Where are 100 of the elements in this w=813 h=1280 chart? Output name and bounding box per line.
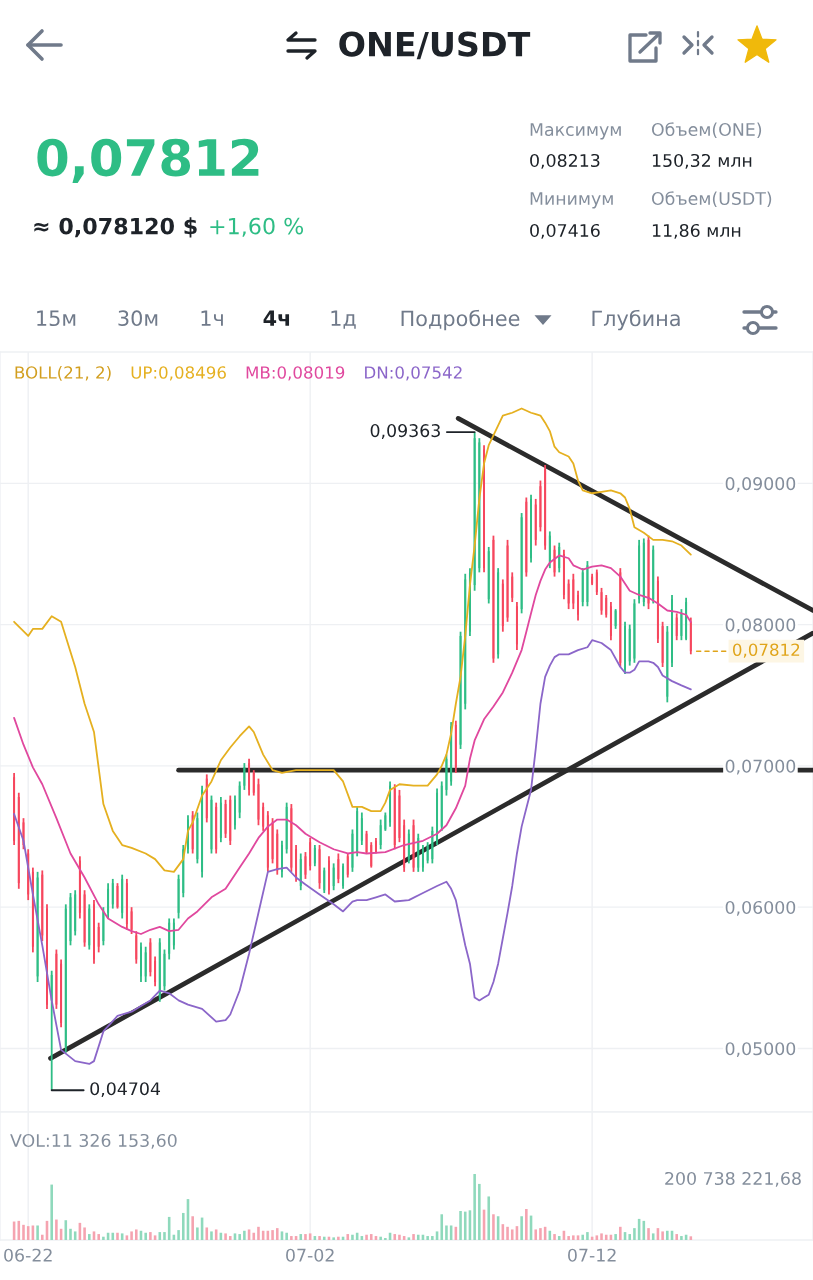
candlestick — [497, 567, 500, 660]
bar — [130, 1231, 133, 1240]
candlestick — [351, 828, 354, 873]
bar — [675, 1234, 679, 1240]
candlestick — [140, 941, 142, 983]
bar — [604, 1234, 608, 1240]
candlestick — [229, 794, 232, 846]
text: MB:0,08019 — [246, 366, 345, 381]
candlestick — [638, 538, 641, 605]
bar — [196, 1227, 199, 1240]
bar — [299, 1234, 303, 1240]
candlestick — [46, 903, 48, 1010]
bar — [36, 1225, 39, 1240]
text: DN:0,07542 — [365, 366, 462, 381]
x-tick-label: 06-22 — [4, 1248, 52, 1262]
bar — [191, 1216, 194, 1240]
candlestick — [530, 493, 533, 564]
candlestick — [440, 780, 443, 832]
bar — [510, 1229, 514, 1240]
candlestick — [412, 818, 415, 873]
candlestick — [614, 608, 617, 630]
bar — [144, 1232, 147, 1240]
candlestick — [224, 798, 227, 839]
candlestick — [506, 538, 509, 623]
candlestick — [393, 783, 396, 851]
candlestick — [595, 568, 598, 596]
candlestick — [581, 567, 584, 608]
candlestick — [633, 598, 636, 664]
text: UP:0,08496 — [131, 366, 226, 381]
text: 0,07416 — [530, 223, 600, 239]
bar — [97, 1234, 100, 1240]
bar — [158, 1232, 162, 1240]
text: Объем(ONE) — [651, 122, 762, 139]
bar — [181, 1212, 185, 1240]
bar — [473, 1174, 476, 1240]
candlestick — [149, 937, 152, 978]
annotation: 0,04704 — [90, 1082, 161, 1098]
bar — [619, 1226, 622, 1240]
candlestick — [233, 794, 236, 831]
text: ONE/USDT — [339, 31, 531, 60]
bar — [346, 1234, 350, 1240]
candlestick — [337, 852, 340, 885]
text: +1,60 % — [210, 217, 304, 237]
candlestick — [605, 594, 608, 619]
candlestick — [168, 917, 171, 961]
candlestick — [370, 841, 373, 869]
bar — [69, 1228, 72, 1240]
candlestick — [647, 534, 650, 611]
bar — [285, 1232, 288, 1240]
candlestick — [172, 917, 175, 951]
bar — [666, 1230, 669, 1240]
candlestick — [520, 512, 523, 615]
candlestick — [365, 829, 368, 855]
candlestick — [177, 873, 180, 920]
bar — [149, 1232, 152, 1240]
bar — [252, 1232, 256, 1240]
candlestick — [309, 837, 312, 872]
candlestick — [219, 796, 222, 844]
candlestick — [158, 937, 161, 1003]
bar — [459, 1210, 462, 1240]
text: VOL:11 326 153,60 — [10, 1133, 177, 1149]
text: Глубина — [592, 309, 680, 331]
text: Подробнее — [401, 309, 520, 331]
bar — [393, 1234, 397, 1240]
text: 15м — [37, 310, 76, 327]
bar — [633, 1228, 636, 1240]
text: 150,32 млн — [652, 153, 752, 169]
annotation: 0,07812 — [732, 643, 800, 658]
candlestick — [680, 608, 683, 642]
candlestick — [591, 572, 594, 586]
bar — [83, 1227, 86, 1240]
bar — [379, 1236, 382, 1240]
candlestick — [360, 811, 363, 846]
bar — [275, 1228, 279, 1240]
bar — [224, 1233, 227, 1240]
candlestick — [642, 537, 645, 608]
candlestick — [257, 777, 260, 827]
candlestick — [534, 498, 537, 547]
bar — [534, 1229, 538, 1240]
bar — [520, 1216, 523, 1240]
bar — [238, 1234, 241, 1240]
y-tick-label: 0,08000 — [725, 618, 796, 634]
bar — [557, 1236, 561, 1240]
candlestick — [285, 801, 288, 855]
candlestick — [116, 882, 119, 910]
candlestick — [454, 719, 457, 774]
bar — [50, 1184, 53, 1240]
text: Минимум — [530, 192, 613, 209]
bar — [553, 1234, 556, 1240]
bar — [661, 1231, 664, 1240]
candlestick — [511, 571, 514, 603]
text: 1ч — [201, 310, 223, 326]
candlestick — [266, 810, 269, 873]
candlestick — [544, 464, 547, 551]
candlestick — [666, 625, 669, 704]
candlestick — [426, 841, 429, 865]
candlestick — [572, 572, 575, 611]
legend-title: BOLL(21, 2) — [15, 365, 111, 381]
candlestick — [492, 534, 495, 664]
annotation: 200 738 221,68 — [665, 1171, 801, 1187]
